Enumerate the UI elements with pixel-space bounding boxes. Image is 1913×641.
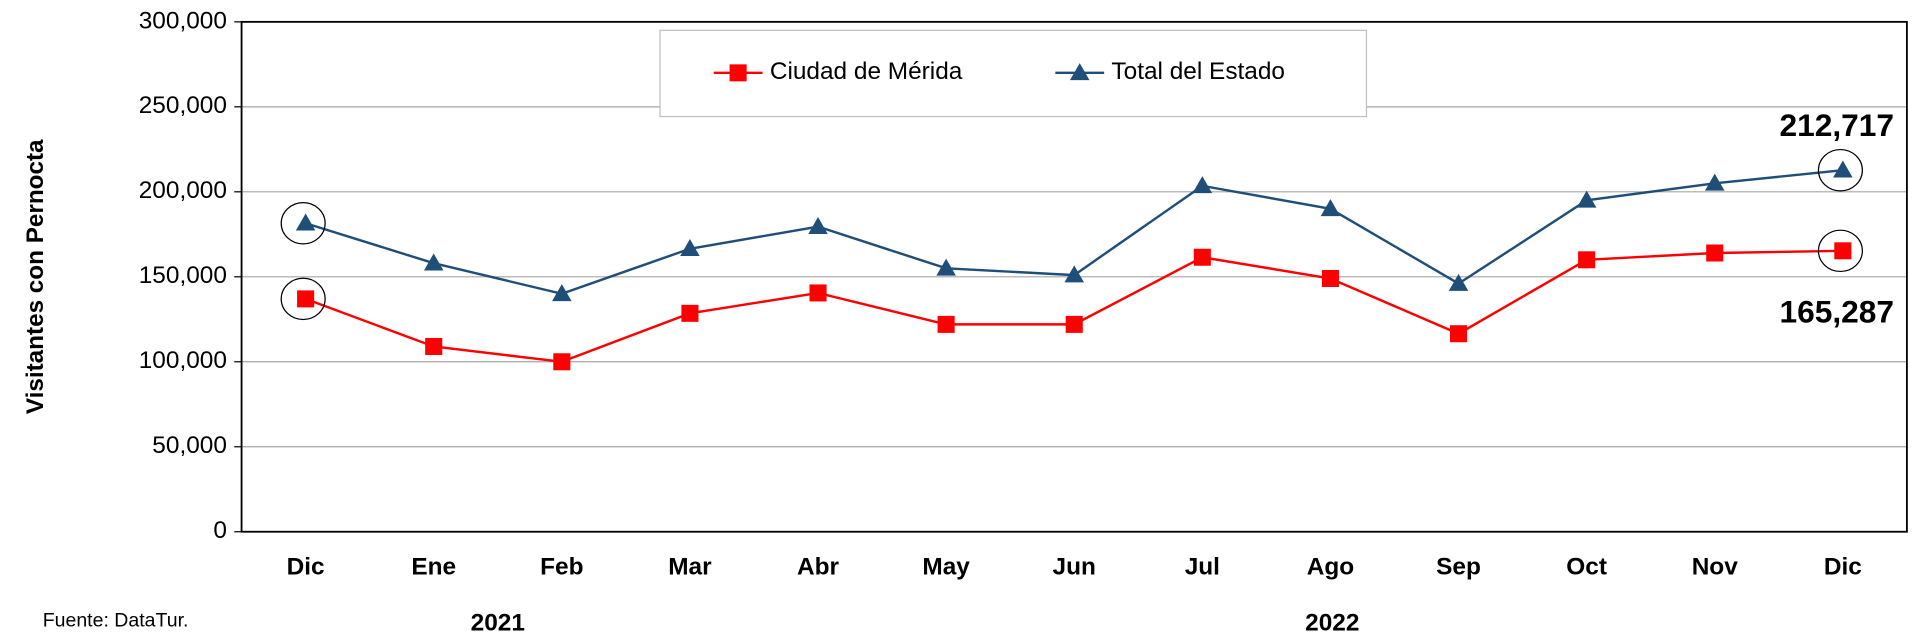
x-tick-label: Abr (797, 554, 840, 581)
highlight-circle (280, 277, 326, 321)
highlight-circle (280, 202, 326, 245)
x-tick-label: Mar (668, 554, 712, 581)
x-tick-label: Nov (1692, 554, 1739, 581)
year-label: 2021 (471, 609, 525, 636)
data-point (425, 337, 443, 355)
data-point (808, 216, 828, 234)
highlight-circle (1817, 229, 1863, 273)
x-tick-label: Jul (1185, 554, 1220, 581)
y-tick-label: 50,000 (152, 432, 227, 459)
legend-label: Total del Estado (1111, 58, 1285, 85)
data-point (937, 315, 955, 333)
x-tick-label: Jun (1053, 554, 1096, 581)
legend-marker (1069, 63, 1090, 81)
data-point (936, 258, 956, 276)
data-point (423, 253, 444, 271)
data-point (1450, 325, 1468, 343)
x-tick-label: May (922, 554, 970, 581)
y-axis-label: Visitantes con Pernocta (22, 139, 49, 414)
data-point (297, 290, 315, 308)
data-point (1448, 273, 1469, 291)
data-point (295, 213, 316, 231)
data-point (1834, 242, 1852, 260)
data-point (1192, 176, 1213, 194)
data-point (809, 284, 827, 302)
legend-box (659, 29, 1368, 118)
data-point (552, 284, 572, 302)
data-point (1065, 315, 1083, 333)
value-label: 165,287 (1779, 293, 1894, 329)
x-tick-label: Sep (1436, 554, 1481, 581)
legend-label: Ciudad de Mérida (770, 58, 963, 85)
data-point (1706, 244, 1724, 262)
data-point (1321, 269, 1339, 287)
x-tick-label: Dic (1824, 554, 1862, 581)
data-point (681, 304, 699, 322)
x-tick-label: Ago (1307, 554, 1354, 581)
data-point (1704, 173, 1725, 191)
x-tick-label: Dic (287, 554, 325, 581)
data-point (553, 353, 571, 371)
value-label: 212,717 (1779, 107, 1894, 143)
y-tick-label: 100,000 (139, 347, 227, 374)
x-tick-label: Ene (411, 554, 456, 581)
year-label: 2022 (1305, 609, 1359, 636)
legend-marker (729, 64, 747, 82)
data-point (1064, 265, 1084, 283)
data-point (1320, 199, 1341, 217)
data-point (1833, 160, 1853, 178)
data-point (1193, 248, 1211, 266)
data-point (1576, 190, 1597, 208)
data-point (680, 239, 700, 257)
x-tick-label: Feb (540, 554, 583, 581)
plot-frame (240, 20, 1908, 533)
y-tick-label: 300,000 (139, 7, 227, 34)
y-tick-label: 250,000 (139, 92, 227, 119)
highlight-circle (1817, 148, 1863, 192)
y-tick-label: 150,000 (139, 262, 227, 289)
y-tick-label: 200,000 (139, 177, 227, 204)
data-point (1578, 251, 1596, 269)
x-tick-label: Oct (1566, 554, 1607, 581)
source-note: Fuente: DataTur. (43, 610, 189, 632)
y-tick-label: 0 (213, 517, 227, 544)
